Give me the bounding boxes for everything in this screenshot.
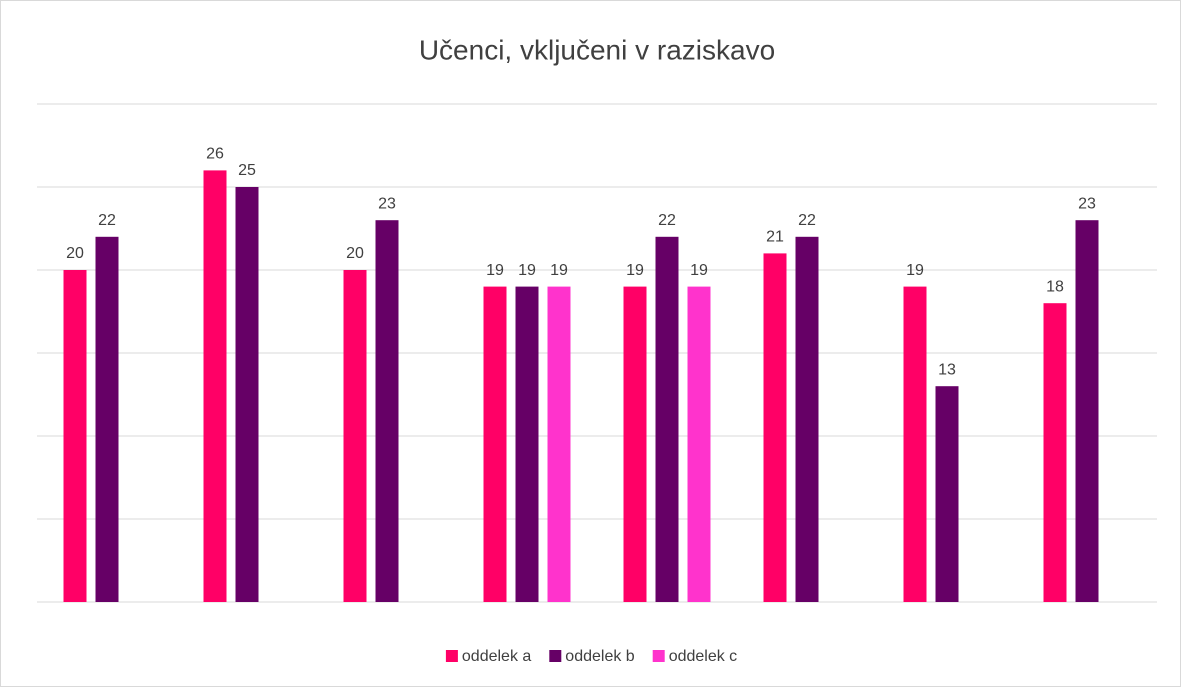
data-label: 19 [550, 262, 568, 279]
data-label: 22 [658, 212, 676, 229]
chart-title: Učenci, vključeni v raziskavo [419, 34, 775, 65]
data-label: 22 [98, 212, 116, 229]
legend-swatch [445, 650, 458, 662]
bar [483, 286, 507, 602]
bar [95, 236, 119, 603]
bar [935, 386, 959, 602]
legend-swatch [652, 650, 665, 662]
bar [763, 253, 787, 602]
data-label: 18 [1046, 278, 1064, 295]
data-label: 19 [906, 262, 924, 279]
bar [63, 270, 87, 602]
bar [343, 270, 367, 602]
bar [1043, 303, 1067, 602]
data-label: 23 [1078, 195, 1096, 212]
data-label: 19 [626, 262, 644, 279]
data-label: 19 [518, 262, 536, 279]
bar [1075, 220, 1099, 602]
bar [547, 286, 571, 602]
data-label: 21 [766, 229, 784, 246]
bar [903, 286, 927, 602]
data-label: 23 [378, 195, 396, 212]
bar [235, 187, 259, 602]
data-label: 20 [66, 245, 84, 262]
data-label: 13 [938, 361, 956, 378]
legend-swatch [549, 650, 562, 662]
legend-label: oddelek c [669, 648, 738, 665]
legend-label: oddelek b [565, 648, 634, 665]
bar [375, 220, 399, 602]
data-label: 22 [798, 212, 816, 229]
data-label: 26 [206, 146, 224, 163]
data-label: 20 [346, 245, 364, 262]
bar [623, 286, 647, 602]
bar [203, 170, 227, 602]
bar [687, 286, 711, 602]
data-label: 19 [486, 262, 504, 279]
data-label: 19 [690, 262, 708, 279]
legend-label: oddelek a [462, 648, 531, 665]
bar [515, 286, 539, 602]
bar [795, 236, 819, 603]
data-label: 25 [238, 162, 256, 179]
bar [655, 236, 679, 603]
